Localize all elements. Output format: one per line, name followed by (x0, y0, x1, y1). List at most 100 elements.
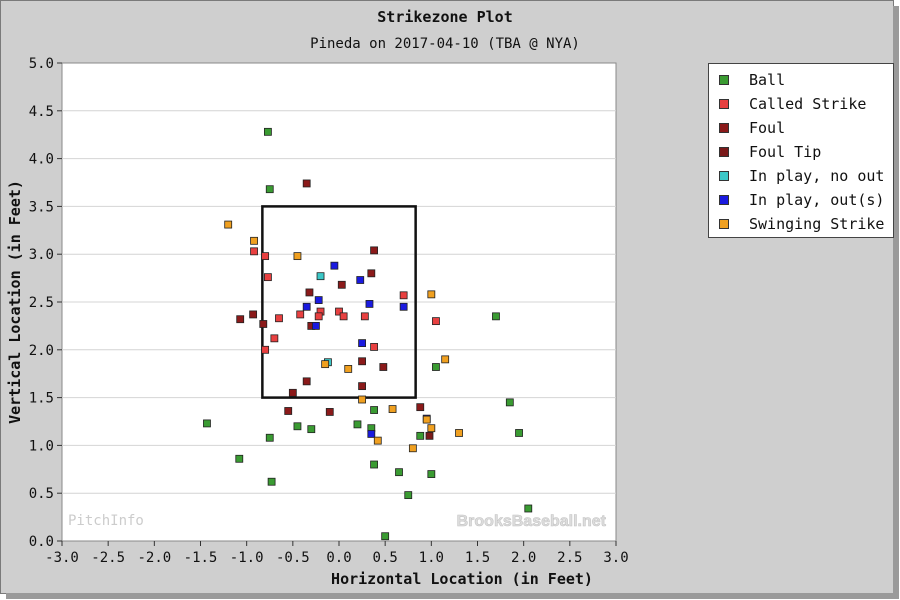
legend-item-swinging-strike: Swinging Strike (719, 212, 893, 236)
pitch-point-foul (236, 315, 245, 324)
pitch-point-ball (381, 532, 390, 541)
pitch-point-swinging-strike (344, 365, 353, 373)
pitch-point-in-play-out-s (365, 300, 374, 308)
x-tick-label: -2.0 (137, 550, 171, 566)
pitch-point-called-strike (270, 334, 279, 343)
pitch-point-ball (307, 425, 316, 434)
pitch-point-in-play-out-s (356, 276, 365, 284)
pitch-point-foul (379, 363, 388, 371)
frame-shadow-right (893, 6, 899, 598)
strike-zone-box (261, 205, 417, 399)
y-tick-label: 2.5 (29, 295, 54, 311)
legend-swatch (719, 171, 729, 181)
pitch-point-swinging-strike (388, 405, 397, 413)
pitch-point-foul (358, 357, 366, 366)
chart-title: Strikezone Plot (377, 8, 512, 26)
pitch-point-ball (404, 491, 413, 500)
y-tick-label: 3.0 (29, 247, 54, 263)
pitch-point-in-play-out-s (358, 339, 366, 348)
legend-item-in-play-no-out: In play, no out (719, 164, 893, 188)
pitch-point-swinging-strike (455, 429, 463, 437)
pitch-point-swinging-strike (408, 444, 417, 453)
y-tick-label: 5.0 (29, 56, 54, 72)
pitch-point-ball (267, 477, 276, 486)
y-tick-label: 4.5 (29, 104, 54, 120)
pitch-point-ball (416, 431, 425, 440)
pitch-point-foul (370, 246, 378, 255)
pitch-point-foul (259, 320, 268, 328)
pitch-point-foul (284, 407, 293, 415)
pitch-point-in-play-out-s (312, 321, 320, 330)
pitch-point-swinging-strike (373, 436, 382, 445)
pitch-point-foul (305, 288, 314, 297)
pitch-point-swinging-strike (224, 220, 233, 229)
legend-swatch (719, 147, 729, 157)
pitch-point-swinging-strike (427, 290, 436, 299)
legend-item-ball: Ball (719, 68, 893, 92)
x-tick-label: -1.0 (230, 550, 264, 566)
x-tick-label: 2.0 (511, 550, 536, 566)
pitch-point-swinging-strike (422, 415, 431, 424)
x-axis-ticks: -3.0 -2.5 -2.0 -1.5 -1.0 -0.5 0.0 0.5 1.0 1.5 2.0 2… (45, 541, 629, 566)
pitch-point-in-play-no-out (316, 272, 325, 281)
gridlines (62, 110, 616, 494)
pitch-point-called-strike (261, 345, 270, 354)
pitch-point-ball (427, 470, 436, 478)
pitch-point-called-strike (335, 307, 343, 316)
y-tick-label: 1.5 (29, 391, 54, 407)
pitch-point-in-play-out-s (302, 302, 311, 311)
pitch-point-swinging-strike (293, 252, 302, 261)
pitch-point-ball (524, 504, 533, 513)
pitch-point-called-strike (296, 310, 305, 319)
pitch-point-ball (515, 429, 523, 437)
pitch-point-ball (492, 312, 500, 321)
legend-label: Foul (749, 119, 786, 137)
legend-label: Foul Tip (749, 143, 822, 161)
pitch-point-foul (288, 388, 297, 397)
legend-swatch (719, 123, 729, 133)
legend-swatch (719, 75, 729, 85)
legend-swatch (719, 195, 729, 205)
watermark-brooksbaseball: BrooksBaseball.net (457, 513, 607, 530)
x-tick-label: 3.0 (603, 550, 628, 566)
pitch-point-ball (235, 454, 244, 463)
pitch-point-called-strike (261, 252, 270, 261)
pitch-point-foul (302, 179, 311, 188)
x-tick-label: 2.5 (557, 550, 582, 566)
legend-swatch (719, 219, 729, 229)
y-tick-label: 2.0 (29, 343, 54, 359)
legend-swatch (719, 99, 729, 109)
pitch-point-ball (395, 468, 403, 477)
x-tick-label: -3.0 (45, 550, 79, 566)
pitch-point-foul (302, 377, 311, 386)
x-tick-label: 0.0 (326, 550, 351, 566)
pitch-point-called-strike (432, 317, 440, 326)
pitch-point-called-strike (339, 312, 348, 321)
pitch-point-foul (249, 310, 258, 319)
pitch-points (203, 127, 533, 541)
pitch-point-ball (432, 363, 440, 371)
x-tick-label: -1.5 (184, 550, 218, 566)
legend-label: In play, no out (749, 167, 885, 185)
x-tick-label: -2.5 (91, 550, 125, 566)
legend-item-called-strike: Called Strike (719, 92, 893, 116)
pitch-point-called-strike (370, 343, 378, 351)
pitch-point-ball (264, 127, 272, 136)
watermark-pitchinfo: PitchInfo (68, 513, 144, 529)
legend-label: Swinging Strike (749, 215, 885, 233)
pitch-point-swinging-strike (427, 424, 436, 433)
pitch-point-swinging-strike (358, 395, 366, 404)
x-axis-label: Horizontal Location (in Feet) (331, 570, 593, 588)
pitch-point-ball (370, 406, 378, 414)
legend-label: Called Strike (749, 95, 867, 113)
pitch-point-in-play-out-s (399, 302, 408, 311)
y-tick-label: 0.5 (29, 486, 54, 502)
pitch-point-called-strike (250, 247, 258, 256)
pitch-point-ball (293, 422, 302, 431)
pitch-point-foul-tip (425, 431, 434, 440)
chart-subtitle: Pineda on 2017-04-10 (TBA @ NYA) (310, 36, 580, 52)
pitch-point-in-play-out-s (367, 430, 376, 438)
legend-item-foul-tip: Foul Tip (719, 140, 893, 164)
pitch-point-foul (367, 269, 376, 278)
